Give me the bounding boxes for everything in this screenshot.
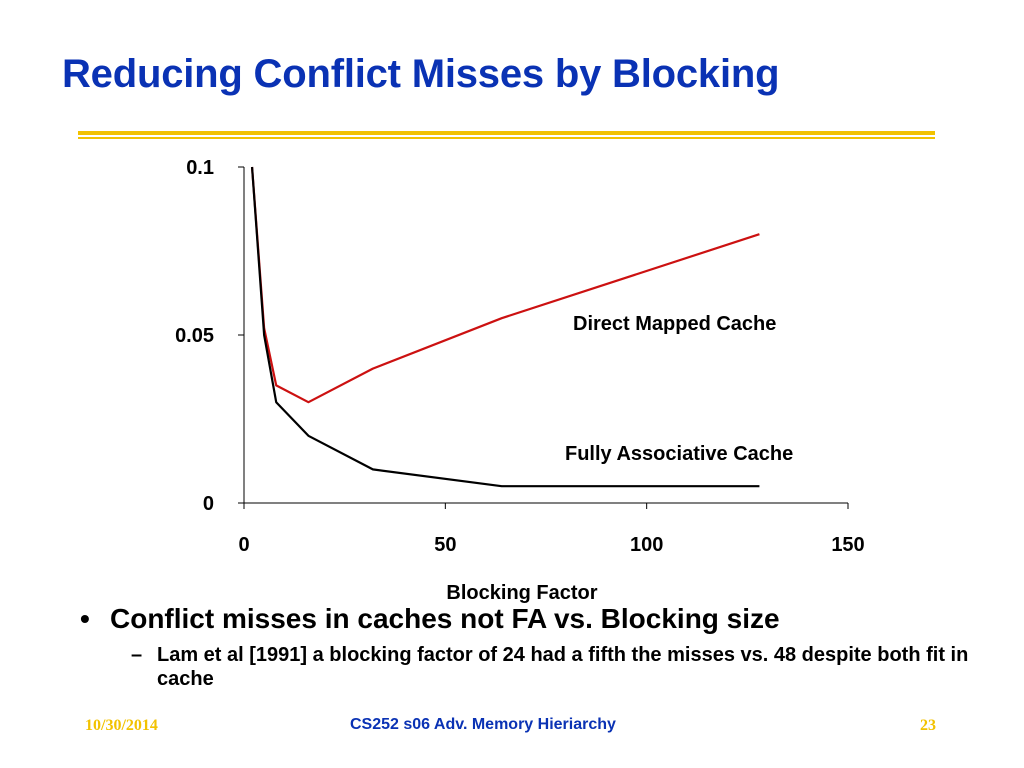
title-divider [78,131,935,135]
x-tick-label: 150 [831,534,864,556]
x-axis-label: Blocking Factor [446,582,597,604]
bullet-main-text: Conflict misses in caches not FA vs. Blo… [110,603,780,634]
footer-page-number: 23 [920,717,936,734]
fully-associative-series-line [250,166,760,488]
direct-mapped-series-line [250,166,760,404]
series-label-direct-mapped: Direct Mapped Cache [573,313,776,335]
series-label-fully-associative: Fully Associative Cache [565,443,793,465]
bullet-dot: • [80,603,90,634]
bullet-list: • Conflict misses in caches not FA vs. B… [80,603,980,691]
bullet-item-main: • Conflict misses in caches not FA vs. B… [80,603,980,635]
x-tick-label: 50 [434,534,456,556]
footer-date: 10/30/2014 [85,717,158,734]
y-tick-label: 0.1 [186,157,214,179]
y-tick-label: 0 [203,493,214,515]
slide-title: Reducing Conflict Misses by Blocking [62,52,780,96]
x-tick-label: 100 [630,534,663,556]
bullet-item-sub: – Lam et al [1991] a blocking factor of … [131,643,980,691]
footer-course-title: CS252 s06 Adv. Memory Hieriarchy [350,716,616,733]
blocking-factor-chart: 0 50 100 150 0 0.05 0.1 Direct Mapped Cache Full… [175,157,865,604]
bullet-sub-text: Lam et al [1991] a blocking factor of 24… [157,644,969,690]
y-tick-label: 0.05 [175,325,214,347]
bullet-dash: – [131,644,143,666]
title-divider-thin [78,137,935,139]
x-tick-label: 0 [238,534,249,556]
